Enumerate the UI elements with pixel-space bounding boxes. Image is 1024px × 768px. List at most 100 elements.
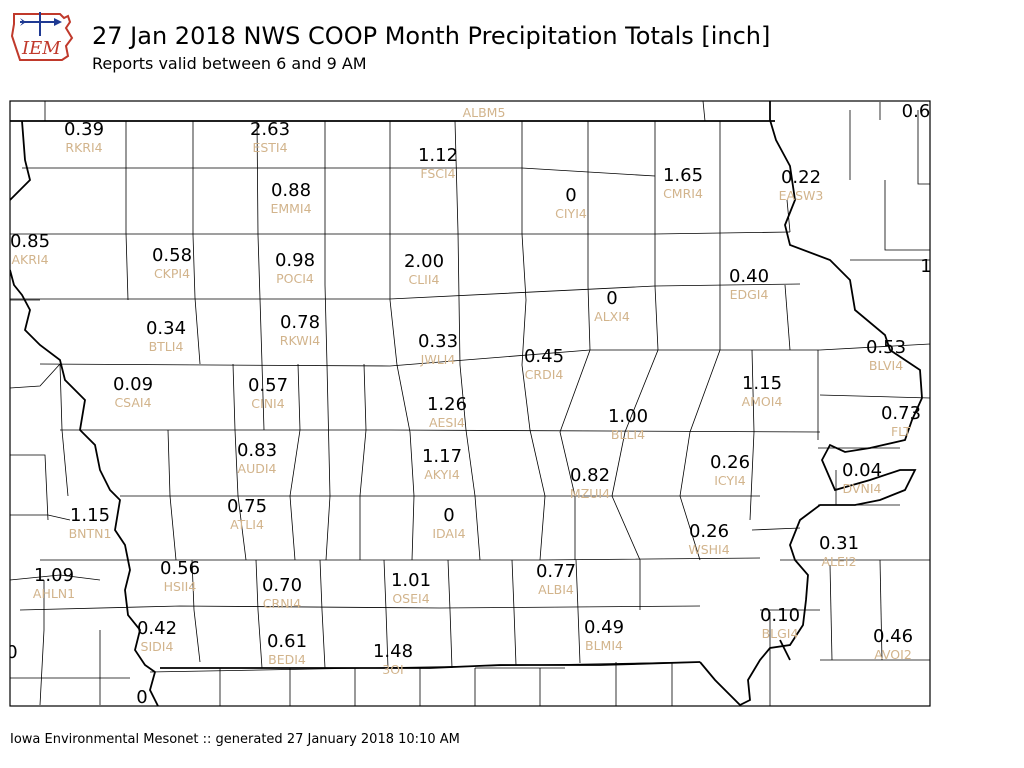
station-id: EMMI4 (270, 201, 311, 216)
station-value: 1.12 (464, 84, 504, 105)
station-value: 0.98 (275, 250, 315, 271)
station-id: FLT (891, 424, 911, 439)
station-value: 0.04 (842, 460, 882, 481)
county-line (784, 284, 791, 351)
station-value: 0.58 (152, 245, 192, 266)
county-line (10, 574, 101, 581)
state-boundary (779, 639, 791, 661)
county-line (125, 121, 129, 301)
county-line (19, 605, 701, 611)
station-value: 1.48 (373, 641, 413, 662)
station-value: 0.85 (10, 231, 50, 252)
station-value: 0.82 (570, 465, 610, 486)
station-id: MZUI4 (570, 486, 610, 501)
county-line (10, 283, 801, 300)
county-line (324, 121, 331, 561)
station-value: 0 (136, 687, 147, 708)
county-line (751, 527, 801, 531)
station-value: 1.12 (418, 145, 458, 166)
station-id: 3OI (382, 662, 403, 677)
station-id: JWLI4 (420, 352, 456, 367)
county-line (359, 363, 367, 560)
station-value: 0.46 (873, 626, 913, 647)
station-value: 0.88 (271, 180, 311, 201)
iem-logo: IEM (10, 12, 74, 61)
station-value: 0.42 (137, 618, 177, 639)
county-line (702, 101, 706, 122)
county-line (611, 121, 659, 610)
county-line (191, 559, 201, 663)
station-value: 1.00 (608, 406, 648, 427)
station-value: 0.26 (710, 452, 750, 473)
station-id: CLII4 (408, 272, 439, 287)
station-value: 0.09 (113, 374, 153, 395)
station-id: AESI4 (429, 415, 465, 430)
station-id: ESTI4 (252, 140, 287, 155)
station-id: BLLI4 (611, 427, 645, 442)
station-id: CRNI4 (263, 596, 301, 611)
station-edge-13: 1 (920, 256, 931, 277)
station-id: CIYI4 (555, 206, 587, 221)
station-value: 1 (920, 256, 931, 277)
station-value: 0.40 (729, 266, 769, 287)
county-line (749, 349, 755, 521)
county-line (10, 363, 61, 389)
station-value: 0 (443, 505, 454, 526)
county-line (559, 121, 591, 560)
station-id: DVNI4 (843, 481, 882, 496)
county-line (679, 121, 721, 561)
county-line (879, 559, 883, 661)
station-value: 0.33 (418, 331, 458, 352)
station-id: BNTN1 (69, 526, 112, 541)
county-line (575, 559, 581, 664)
station-id: ALBM5 (463, 105, 506, 120)
station-id: SIDI4 (141, 639, 174, 654)
station-value: 0.6 (902, 101, 931, 122)
county-line (511, 559, 517, 666)
station-value: 0.22 (781, 167, 821, 188)
county-line (255, 559, 263, 669)
station-value: 2.63 (250, 119, 290, 140)
station-id: EDGI4 (730, 287, 769, 302)
station-id: AUDI4 (238, 461, 277, 476)
county-line (454, 120, 481, 561)
station-id: CINI4 (251, 396, 284, 411)
county-line (39, 580, 45, 706)
station-id: CSAI4 (114, 395, 151, 410)
station-value: 2.00 (404, 251, 444, 272)
station-value: 0 (565, 185, 576, 206)
station-id: OSEI4 (392, 591, 429, 606)
station-id: ICYI4 (714, 473, 746, 488)
station-value: 0.73 (881, 403, 921, 424)
state-boundary (10, 269, 159, 706)
county-line (22, 167, 656, 177)
county-line (389, 121, 415, 561)
